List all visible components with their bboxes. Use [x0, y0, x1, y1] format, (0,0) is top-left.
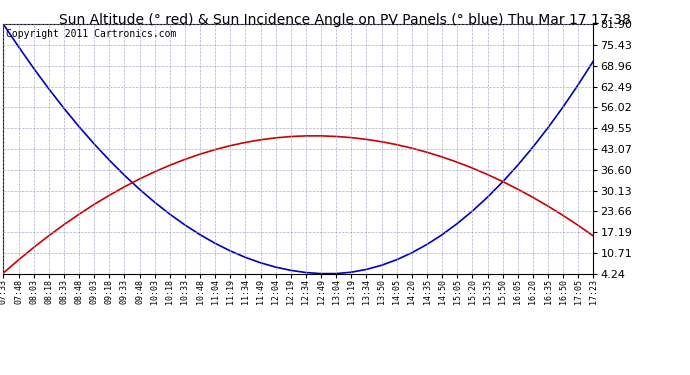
Text: Sun Altitude (° red) & Sun Incidence Angle on PV Panels (° blue) Thu Mar 17 17:3: Sun Altitude (° red) & Sun Incidence Ang… — [59, 13, 631, 27]
Text: Copyright 2011 Cartronics.com: Copyright 2011 Cartronics.com — [6, 29, 177, 39]
